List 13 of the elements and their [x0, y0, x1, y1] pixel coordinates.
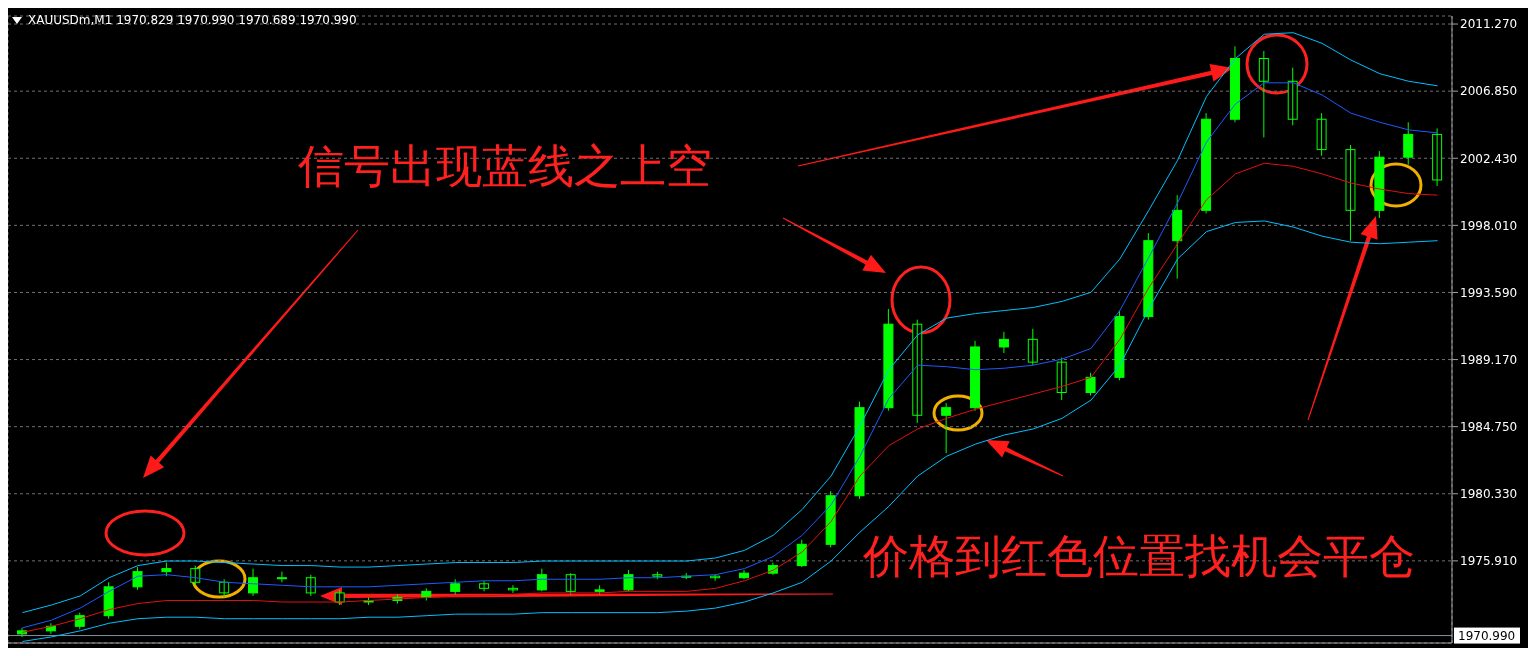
- y-tick-label: 1980.330: [1460, 487, 1518, 502]
- chart-title: XAUUSDm,M1 1970.829 1970.990 1970.689 1970.990: [28, 13, 357, 27]
- annotation: 价格到红色位置找机会平仓: [863, 528, 1415, 585]
- y-tick-label: 2002.430: [1460, 151, 1518, 166]
- y-tick-label: 1998.010: [1460, 218, 1518, 233]
- y-tick-label: 1975.910: [1460, 554, 1518, 569]
- annotation: 信号出现蓝线之上空: [298, 138, 712, 195]
- y-tick-label: 2011.270: [1460, 17, 1518, 32]
- ref-line-label: 1970.990: [1458, 628, 1516, 643]
- y-tick-label: 2006.850: [1460, 84, 1518, 99]
- y-tick-label: 1984.750: [1460, 419, 1518, 434]
- y-tick-label: 1993.590: [1460, 285, 1518, 300]
- y-tick-label: 1989.170: [1460, 352, 1518, 367]
